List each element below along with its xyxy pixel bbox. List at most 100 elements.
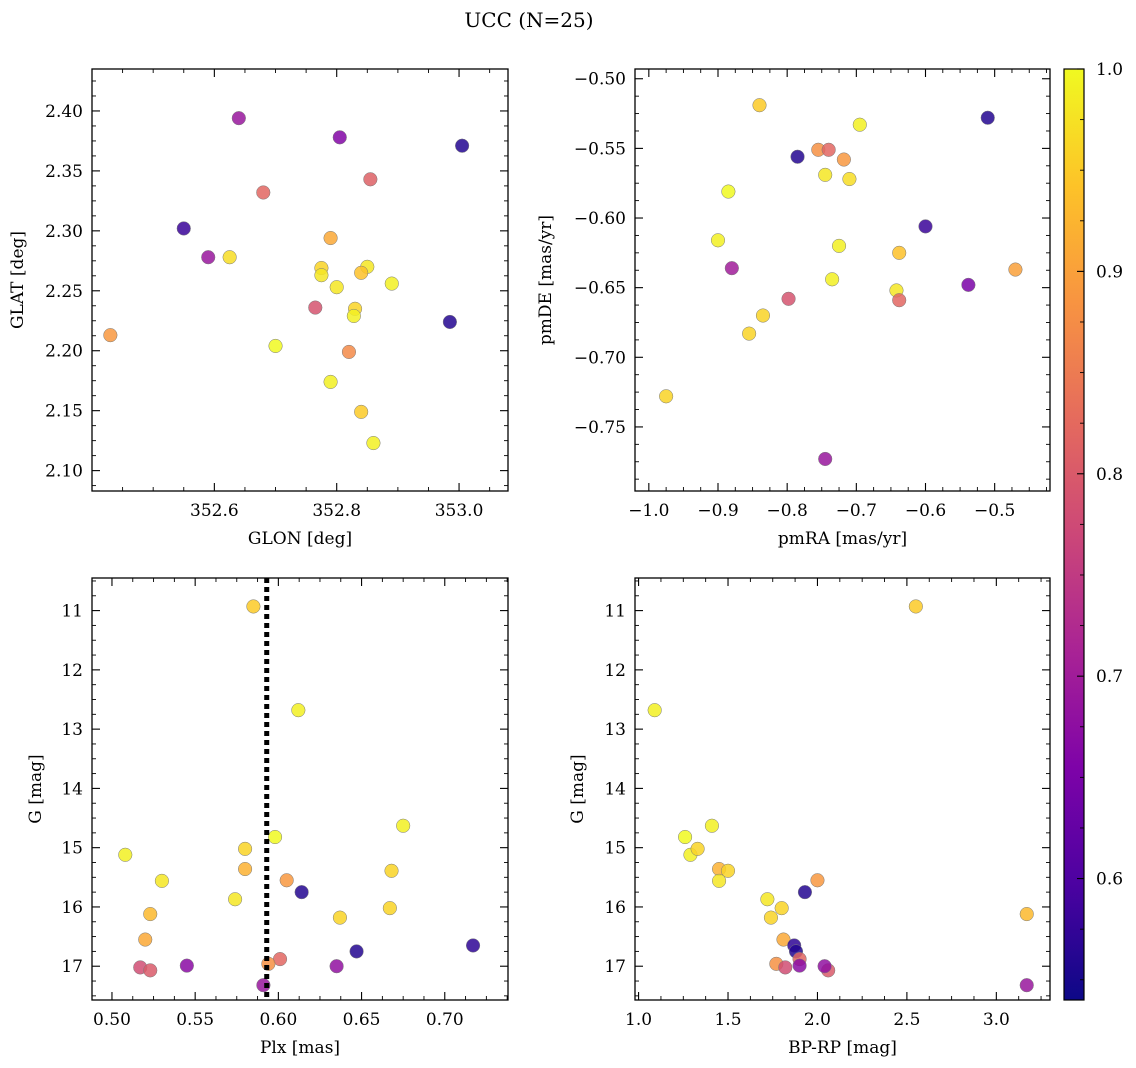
y-tick-label: 17 [604,957,626,977]
data-point [143,907,158,922]
data-point [291,703,306,718]
data-point [781,291,796,306]
y-tick-label: 2.35 [45,162,83,182]
y-tick-label: −0.75 [574,418,626,438]
data-point [721,184,736,199]
data-point [382,901,397,916]
x-tick-label: 2.0 [804,1010,831,1030]
data-point [268,338,283,353]
data-point [323,230,338,246]
data-point [363,172,378,187]
y-axis-label: G [mag] [26,754,46,823]
colorbar-tick-label: 0.9 [1096,262,1123,282]
data-point [329,280,344,295]
y-tick-label: 14 [604,779,626,799]
axes-frame [634,68,1051,492]
x-tick-label: 353.0 [435,501,484,521]
y-tick-label: 11 [604,602,626,622]
colorbar-frame [1063,68,1085,1001]
scatter-panel-3: 0.50 0.55 0.60 0.65 0.70 11 12 13 14 15 16 17 Plx [m… [26,577,509,1058]
data-point [154,873,169,888]
data-point [138,932,153,947]
panels: 352.6 352.8 353.0 2.10 2.15 2.20 2.25 2.30 2.35 2… [8,68,1051,1058]
y-tick-label: 2.20 [45,342,83,362]
data-point [776,932,791,947]
data-point [817,959,832,974]
data-point [143,963,158,978]
data-point [842,171,857,187]
x-tick-label: 0.70 [426,1010,464,1030]
y-tick-label: 12 [604,661,626,681]
data-point [980,110,995,125]
data-point [763,910,778,925]
axes-frame [634,577,1051,1001]
data-point [179,958,194,973]
data-point [323,374,338,389]
data-point [238,841,253,856]
data-point [201,250,216,265]
data-point [742,326,757,341]
data-point [752,98,767,113]
y-tick-label: 2.40 [45,102,83,122]
data-point [118,847,133,862]
y-axis-label: pmDE [mas/yr] [536,215,556,345]
data-point [825,272,840,287]
data-point [246,599,261,614]
data-point [778,960,793,975]
y-tick-label: −0.65 [574,279,626,299]
data-point [818,451,833,467]
x-tick-label: 1.0 [625,1010,652,1030]
data-point [836,152,851,167]
data-point [704,818,719,833]
y-tick-label: −0.70 [574,348,626,368]
colorbar-tick-label: 0.8 [1096,465,1123,485]
y-tick-label: 12 [61,661,83,681]
data-point [384,863,399,878]
axes-frame [91,68,509,492]
data-point [690,841,705,856]
y-tick-label: 17 [61,957,83,977]
y-tick-label: 16 [61,898,83,918]
data-point [790,149,805,164]
y-tick-label: 11 [61,602,83,622]
x-axis-label: GLON [deg] [248,529,352,549]
y-tick-label: −0.50 [574,70,626,90]
data-point [466,938,481,953]
data-point [1019,907,1034,922]
data-point [1008,262,1023,277]
data-point [176,221,191,236]
x-tick-label: 0.60 [259,1010,297,1030]
scatter-panel-2: −1.0 −0.9 −0.8 −0.7 −0.6 −0.5 −0.75 −0.70 −0.65 −… [536,68,1051,549]
data-point [821,142,836,157]
data-point [238,861,253,877]
data-point [755,308,771,323]
data-point [366,435,381,451]
x-tick-label: −0.6 [905,501,946,521]
x-tick-label: −0.9 [697,501,738,521]
x-tick-label: −0.5 [974,501,1015,521]
data-point [455,138,470,153]
y-tick-label: 13 [61,720,83,740]
data-point [659,389,674,404]
x-tick-label: −0.8 [767,501,808,521]
x-axis-label: Plx [mas] [260,1038,340,1058]
y-tick-label: −0.55 [574,139,626,159]
data-point [797,885,812,900]
data-point [332,910,347,925]
data-point [712,873,727,888]
data-point [892,293,907,308]
y-tick-label: 2.30 [45,222,83,242]
x-tick-label: −0.7 [836,501,877,521]
y-tick-label: 2.10 [45,462,83,482]
points-group [118,599,481,993]
figure-title: UCC (N=25) [464,8,593,32]
colorbar: 0.6 0.7 0.8 0.9 1.0 [1063,60,1123,1001]
y-tick-label: 2.15 [45,402,83,422]
data-point [346,308,361,324]
y-axis-label: GLAT [deg] [8,231,28,329]
data-point [329,959,344,974]
colorbar-tick-label: 0.6 [1096,870,1123,890]
data-point [256,185,271,200]
x-tick-label: 2.5 [893,1010,920,1030]
data-point [384,276,399,291]
